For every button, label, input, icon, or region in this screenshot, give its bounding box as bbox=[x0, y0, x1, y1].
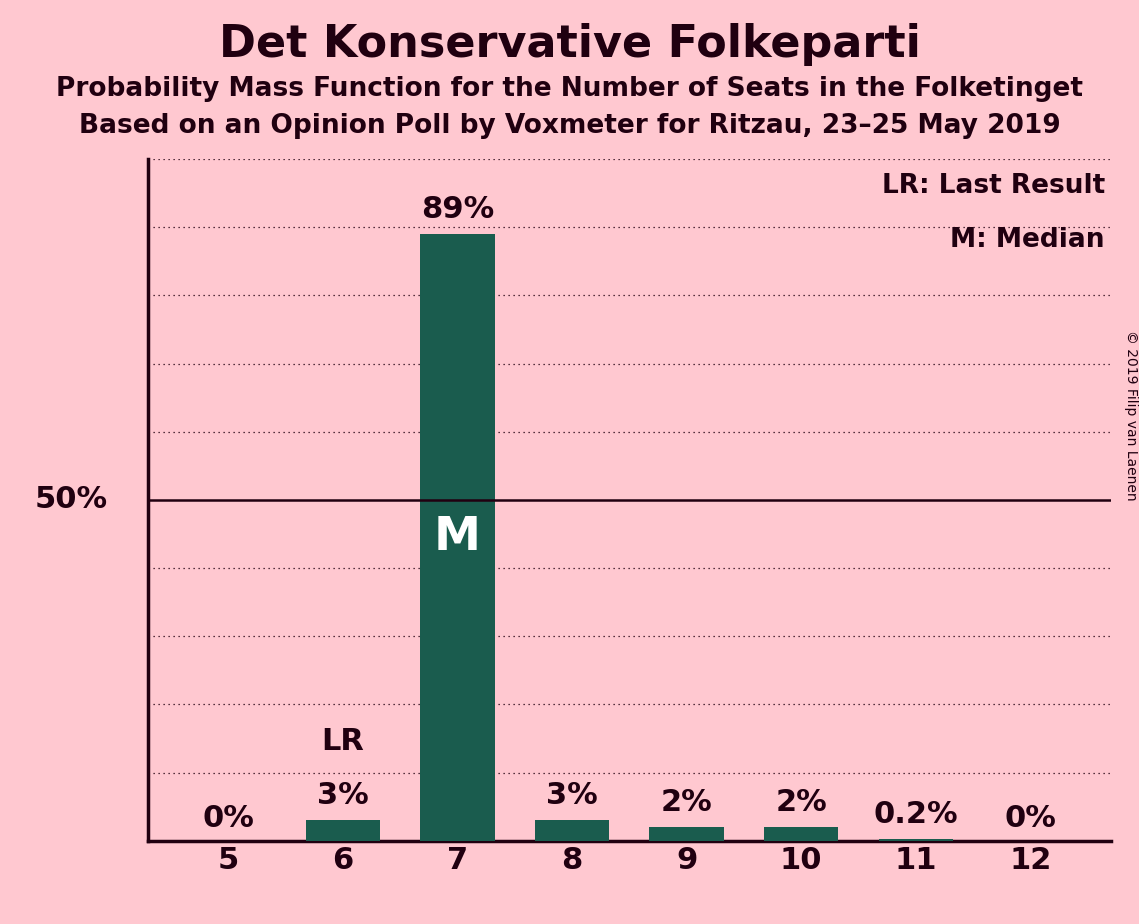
Text: 0%: 0% bbox=[1005, 804, 1056, 833]
Bar bbox=[649, 827, 723, 841]
Text: Probability Mass Function for the Number of Seats in the Folketinget: Probability Mass Function for the Number… bbox=[56, 76, 1083, 102]
Text: 3%: 3% bbox=[317, 781, 369, 810]
Text: M: Median: M: Median bbox=[950, 227, 1105, 253]
Text: 89%: 89% bbox=[420, 195, 494, 224]
Text: M: M bbox=[434, 515, 481, 560]
Text: LR: Last Result: LR: Last Result bbox=[882, 173, 1105, 199]
Text: Based on an Opinion Poll by Voxmeter for Ritzau, 23–25 May 2019: Based on an Opinion Poll by Voxmeter for… bbox=[79, 113, 1060, 139]
Text: Det Konservative Folkeparti: Det Konservative Folkeparti bbox=[219, 23, 920, 67]
Text: © 2019 Filip van Laenen: © 2019 Filip van Laenen bbox=[1124, 331, 1138, 501]
Bar bbox=[535, 821, 609, 841]
Text: 3%: 3% bbox=[546, 781, 598, 810]
Text: LR: LR bbox=[321, 726, 364, 756]
Bar bbox=[305, 821, 380, 841]
Text: 2%: 2% bbox=[661, 788, 713, 817]
Bar bbox=[878, 840, 953, 841]
Bar bbox=[420, 234, 494, 841]
Text: 0.2%: 0.2% bbox=[874, 800, 958, 829]
Text: 0%: 0% bbox=[203, 804, 254, 833]
Bar bbox=[764, 827, 838, 841]
Text: 50%: 50% bbox=[35, 485, 108, 515]
Text: 2%: 2% bbox=[776, 788, 827, 817]
